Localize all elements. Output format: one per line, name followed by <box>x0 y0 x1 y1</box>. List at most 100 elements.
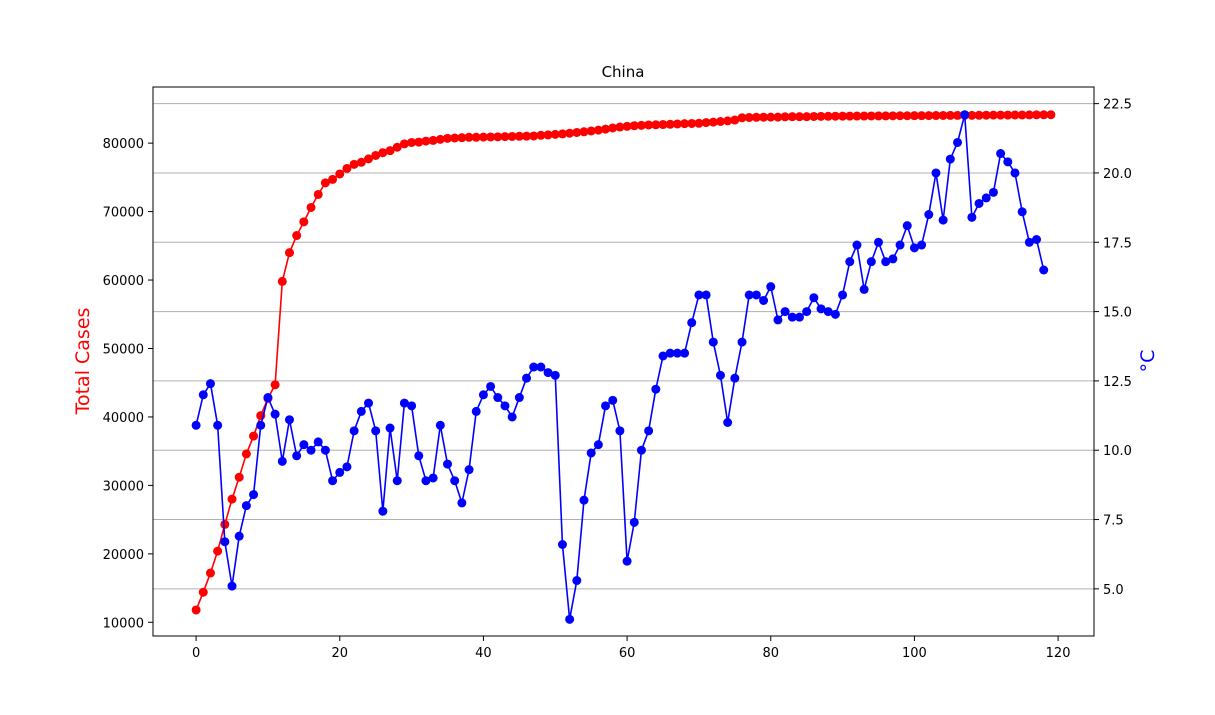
temperature-point <box>277 456 287 466</box>
temperature-point <box>450 476 460 486</box>
total-cases-point <box>478 132 488 142</box>
total-cases-point <box>823 111 833 121</box>
temperature-point <box>945 154 955 164</box>
total-cases-point <box>500 132 510 142</box>
temperature-point <box>931 168 941 178</box>
temperature-point <box>435 420 445 430</box>
temperature-point <box>996 149 1006 159</box>
total-cases-point <box>277 276 287 286</box>
temperature-point <box>579 495 589 505</box>
temperature-point <box>364 398 373 408</box>
temperature-point <box>356 406 366 416</box>
total-cases-point <box>766 112 776 122</box>
left-y-tick-label: 10000 <box>103 616 144 631</box>
total-cases-point <box>385 146 395 156</box>
total-cases-point <box>464 132 474 142</box>
temperature-point <box>349 426 359 436</box>
temperature-point <box>687 318 697 328</box>
total-cases-point <box>543 130 553 140</box>
total-cases-point <box>780 112 790 122</box>
temperature-point <box>342 462 352 472</box>
x-tick-label: 100 <box>902 646 927 661</box>
total-cases-point <box>730 115 740 125</box>
total-cases-point <box>874 111 883 121</box>
temperature-point <box>407 401 417 411</box>
temperature-point <box>399 398 409 408</box>
chart-title: China <box>602 63 645 81</box>
temperature-point <box>392 476 402 486</box>
temperature-point <box>313 437 323 447</box>
temperature-point <box>672 348 682 358</box>
total-cases-point <box>816 111 826 121</box>
temperature-point <box>320 445 330 455</box>
temperature-point <box>744 290 754 300</box>
temperature-point <box>967 212 977 222</box>
temperature-point <box>902 221 912 231</box>
temperature-point <box>859 284 869 294</box>
total-cases-point <box>550 129 560 139</box>
left-y-tick-label: 70000 <box>103 206 144 221</box>
temperature-point <box>830 309 840 319</box>
right-y-axis: 5.0 7.5 10.0 12.5 15.0 17.5 20.0 22.5 <box>1094 98 1132 598</box>
temperature-point <box>644 426 654 436</box>
total-cases-point <box>974 110 984 120</box>
temperature-point <box>601 401 611 411</box>
total-cases-point <box>787 112 797 122</box>
left-y-tick-label: 80000 <box>103 137 144 152</box>
total-cases-point <box>694 118 704 128</box>
temperature-point <box>586 448 596 458</box>
total-cases-point <box>220 519 230 529</box>
total-cases-point <box>809 111 819 121</box>
total-cases-point <box>636 120 646 130</box>
temperature-point <box>823 307 833 317</box>
temperature-point <box>680 348 690 358</box>
total-cases-point <box>744 112 754 122</box>
total-cases-point <box>284 248 294 258</box>
total-cases-point <box>701 118 711 128</box>
temperature-point <box>1010 168 1020 178</box>
temperature-point <box>794 312 804 322</box>
temperature-point <box>737 337 747 347</box>
temperature-point <box>249 490 259 500</box>
temperature-point <box>220 537 230 547</box>
right-y-tick-label: 20.0 <box>1103 167 1132 182</box>
left-y-tick-label: 20000 <box>103 548 144 563</box>
temperature-point <box>471 406 481 416</box>
total-cases-point <box>320 178 330 188</box>
total-cases-point <box>608 123 618 133</box>
temperature-point <box>550 370 560 380</box>
temperature-point <box>529 362 539 372</box>
right-y-tick-label: 7.5 <box>1103 514 1124 529</box>
x-tick-label: 120 <box>1046 646 1071 661</box>
total-cases-point <box>644 120 654 130</box>
temperature-point <box>414 451 424 461</box>
temperature-point <box>478 390 488 400</box>
total-cases-point <box>435 134 445 144</box>
left-y-tick-label: 30000 <box>103 479 144 494</box>
total-cases-point <box>529 131 539 141</box>
total-cases-point <box>895 111 905 121</box>
temperature-point <box>371 426 381 436</box>
total-cases-point <box>378 148 388 158</box>
temperature-point <box>938 215 948 225</box>
temperature-point <box>306 445 316 455</box>
temperature-point <box>486 381 496 391</box>
temperature-point <box>802 307 812 317</box>
temperature-point <box>270 409 280 419</box>
temperature-point <box>730 373 740 383</box>
x-axis: 0 20 40 60 80 100 120 <box>192 636 1071 661</box>
total-cases-point <box>536 130 546 140</box>
total-cases-point <box>629 121 639 131</box>
total-cases-series <box>191 110 1056 615</box>
temperature-point <box>284 415 294 425</box>
temperature-point <box>1032 235 1042 244</box>
total-cases-point <box>399 139 409 149</box>
total-cases-point <box>349 159 359 169</box>
total-cases-point <box>967 110 977 120</box>
temperature-point <box>960 110 970 120</box>
temperature-point <box>198 390 208 400</box>
total-cases-point <box>191 605 201 615</box>
total-cases-point <box>414 137 424 147</box>
right-y-tick-label: 5.0 <box>1103 583 1124 598</box>
right-y-tick-label: 22.5 <box>1103 98 1132 113</box>
